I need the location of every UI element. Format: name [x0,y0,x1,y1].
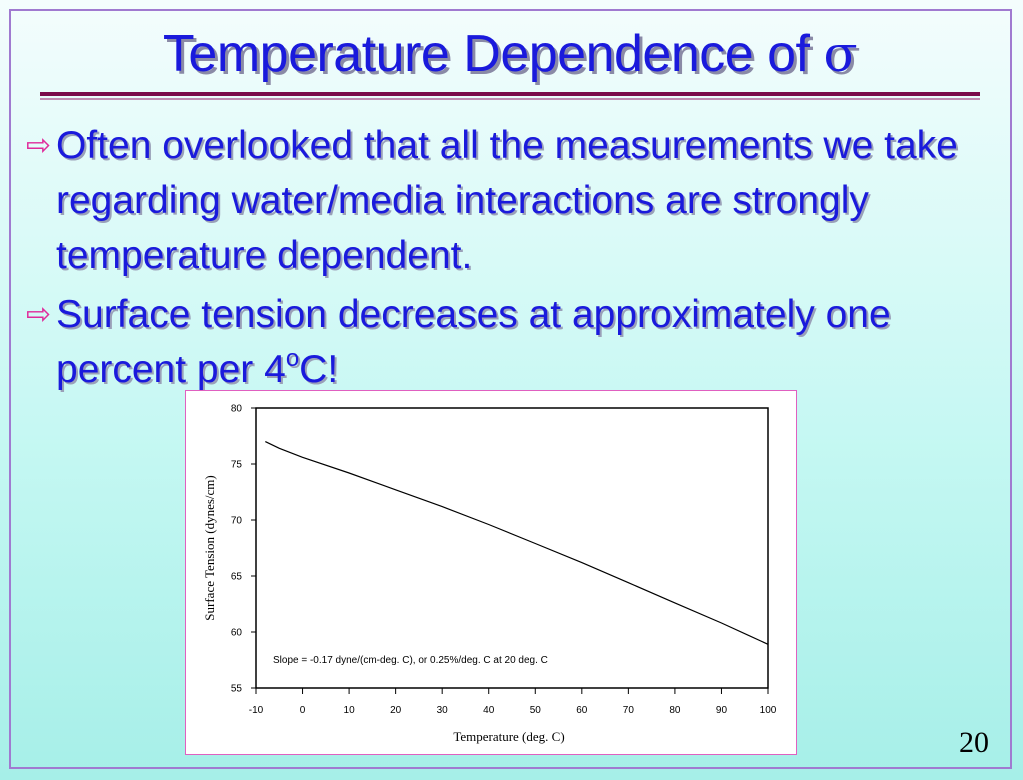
right-arrow-icon: ⇨ [26,128,52,163]
bullet-text-1: Often overlooked that all the measuremen… [56,124,958,277]
bullet-text-2: Surface tension decreases at approximate… [56,293,891,391]
y-tick-label: 80 [231,404,243,415]
slope-annotation: Slope = -0.17 dyne/(cm-deg. C), or 0.25%… [273,655,548,666]
bullet-list: ⇨ Often overlooked that all the measurem… [26,118,1006,401]
x-tick-label: 60 [576,705,588,716]
x-tick-label: 100 [760,705,777,716]
title-underline-shadow [40,98,980,100]
series-line [265,441,769,645]
bullet-item-1: ⇨ Often overlooked that all the measurem… [26,118,1006,283]
y-tick-label: 65 [231,572,243,583]
bullet-text-2-end: C! [299,348,339,391]
slide-frame [9,9,1012,769]
chart-container: 55 60 65 70 75 80 -10 0 10 20 30 40 50 60 70 80 90 100 S… [185,390,797,755]
x-tick-label: 80 [669,705,681,716]
page-number: 20 [959,726,989,759]
x-tick-label: 10 [344,705,356,716]
x-tick-label: 90 [716,705,728,716]
degree-superscript: o [285,345,300,372]
x-tick-label: -10 [249,705,264,716]
bullet-item-2: ⇨ Surface tension decreases at approxima… [26,287,1006,397]
x-tick-label: 70 [623,705,635,716]
plot-area [255,407,769,689]
x-tick-label: 50 [530,705,542,716]
y-axis-ticks: 55 60 65 70 75 80 [231,404,256,695]
slide-title: Temperature Dependence of σ [40,22,980,86]
y-tick-label: 60 [231,628,243,639]
y-tick-label: 55 [231,684,243,695]
surface-tension-chart: 55 60 65 70 75 80 -10 0 10 20 30 40 50 60 70 80 90 100 S… [202,404,777,745]
sigma-symbol: σ [823,25,858,83]
x-axis-label: Temperature (deg. C) [453,729,564,744]
y-axis-label: Surface Tension (dynes/cm) [202,475,217,620]
title-underline [40,92,980,96]
y-tick-label: 75 [231,460,243,471]
slide-title-text: Temperature Dependence of [162,25,824,83]
right-arrow-icon: ⇨ [26,297,52,332]
x-tick-label: 30 [437,705,449,716]
y-tick-label: 70 [231,516,243,527]
x-tick-label: 20 [390,705,402,716]
x-tick-label: 40 [483,705,495,716]
x-axis-ticks: -10 0 10 20 30 40 50 60 70 80 90 100 [249,688,777,716]
x-tick-label: 0 [300,705,306,716]
